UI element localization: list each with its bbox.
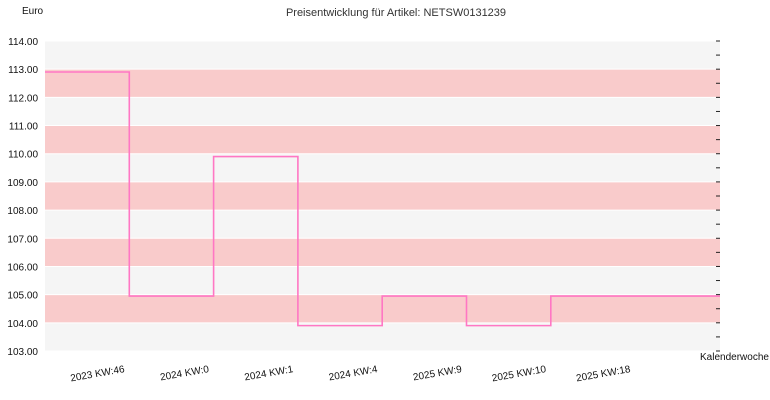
right-axis-minor-ticks — [716, 40, 720, 352]
x-tick-label: 2024 KW:1 — [244, 364, 295, 383]
plot-band — [45, 238, 720, 267]
plot-background-bands — [45, 41, 720, 351]
y-tick-label: 112.00 — [8, 93, 38, 104]
x-tick-label: 2024 KW:4 — [328, 364, 379, 383]
y-tick-label: 108.00 — [7, 206, 38, 217]
y-tick-label: 109.00 — [7, 178, 38, 189]
y-tick-label: 105.00 — [7, 291, 38, 302]
x-tick-label: 2024 KW:0 — [159, 364, 210, 383]
y-tick-label: 107.00 — [7, 234, 38, 245]
y-tick-label: 111.00 — [9, 122, 39, 133]
x-tick-label: 2025 KW:10 — [491, 364, 547, 384]
y-tick-label: 110.00 — [8, 150, 38, 161]
x-tick-label: 2025 KW:9 — [412, 364, 463, 383]
y-axis-label: Euro — [22, 6, 44, 17]
plot-band — [45, 125, 720, 154]
plot-band — [45, 210, 720, 239]
y-tick-label: 103.00 — [7, 347, 38, 358]
plot-band — [45, 153, 720, 182]
plot-band — [45, 266, 720, 295]
y-tick-label: 113.00 — [8, 65, 38, 76]
y-axis-ticks: 103.00 104.00 105.00 106.00 107.00 108.00 109.… — [7, 37, 38, 358]
x-tick-label: 2023 KW:46 — [70, 364, 126, 384]
chart-title: Preisentwicklung für Artikel: NETSW01312… — [286, 7, 506, 19]
plot-band — [45, 69, 720, 98]
series-line — [45, 71, 720, 327]
x-tick-label: 2025 KW:18 — [575, 364, 631, 384]
plot-band — [45, 97, 720, 126]
plot-band — [45, 181, 720, 211]
plot-band — [45, 322, 720, 351]
x-axis-label: Kalenderwoche — [700, 352, 769, 363]
plot-band — [45, 41, 720, 70]
x-axis-ticks: 2023 KW:46 2024 KW:0 2024 KW:1 2024 KW:4 202… — [70, 364, 632, 384]
gridlines — [45, 40, 720, 352]
y-tick-label: 104.00 — [7, 319, 38, 330]
y-tick-label: 114.00 — [8, 37, 38, 48]
y-tick-label: 106.00 — [7, 262, 38, 273]
